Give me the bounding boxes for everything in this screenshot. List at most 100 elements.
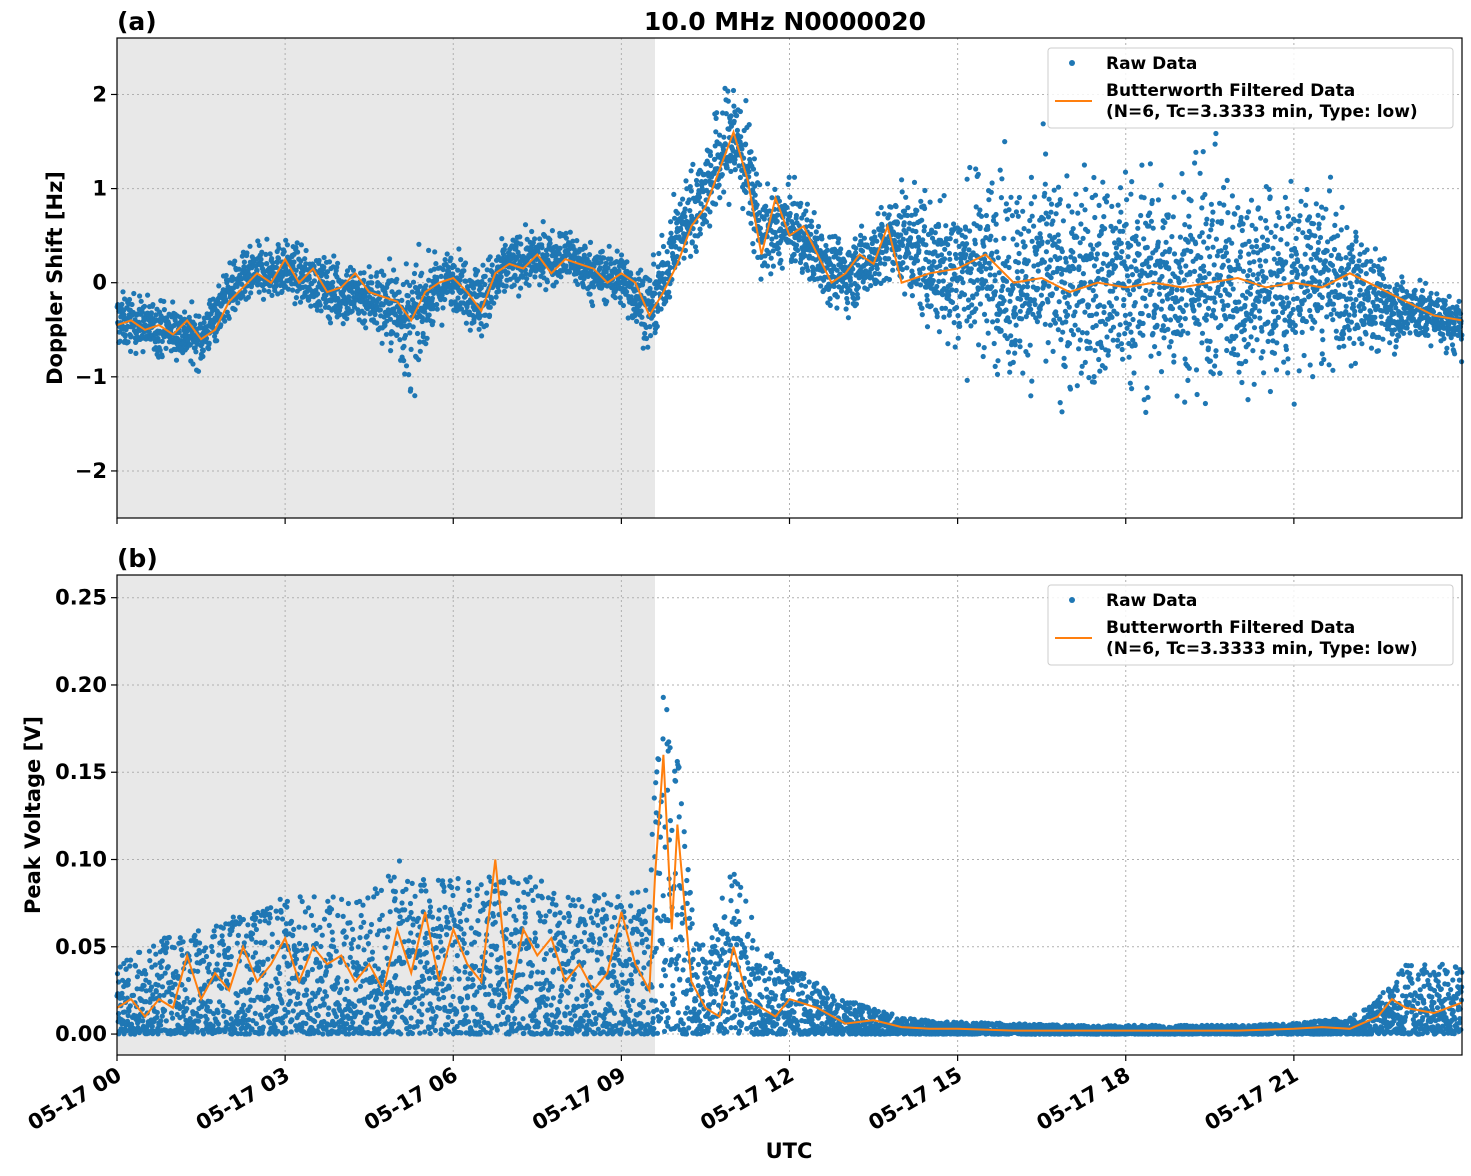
raw-data-point [836, 236, 841, 241]
raw-data-point [968, 323, 973, 328]
raw-data-point [659, 306, 664, 311]
raw-data-point [1223, 244, 1228, 249]
raw-data-point [368, 274, 373, 279]
raw-data-point [1245, 397, 1250, 402]
raw-data-point [1111, 325, 1116, 330]
raw-data-point [1260, 269, 1265, 274]
raw-data-point [1269, 230, 1274, 235]
raw-data-point [1307, 214, 1312, 219]
raw-data-point [133, 351, 138, 356]
raw-data-point [1189, 198, 1194, 203]
raw-data-point [754, 171, 759, 176]
raw-data-point [315, 291, 320, 296]
raw-data-point [1179, 171, 1184, 176]
raw-data-point [591, 284, 596, 289]
raw-data-point [1006, 255, 1011, 260]
raw-data-point [1001, 236, 1006, 241]
raw-data-point [201, 348, 206, 353]
raw-data-point [1263, 275, 1268, 280]
raw-data-point [954, 305, 959, 310]
raw-data-point [1259, 329, 1264, 334]
raw-data-point [1037, 314, 1042, 319]
raw-data-point [170, 299, 175, 304]
raw-data-point [1344, 304, 1349, 309]
raw-data-point [1097, 203, 1102, 208]
raw-data-point [942, 256, 947, 261]
raw-data-point [496, 289, 501, 294]
raw-data-point [671, 192, 676, 197]
raw-data-point [734, 113, 739, 118]
raw-data-point [330, 280, 335, 285]
raw-data-point [962, 292, 967, 297]
raw-data-point [1212, 300, 1217, 305]
raw-data-point [1093, 294, 1098, 299]
raw-data-point [1352, 309, 1357, 314]
raw-data-point [1131, 287, 1136, 292]
raw-data-point [731, 104, 736, 109]
raw-data-point [1013, 312, 1018, 317]
raw-data-point [1246, 252, 1251, 257]
raw-data-point [196, 369, 201, 374]
raw-data-point [659, 233, 664, 238]
raw-data-point [976, 172, 981, 177]
raw-data-point [1204, 312, 1209, 317]
raw-data-point [1041, 121, 1046, 126]
raw-data-point [1050, 218, 1055, 223]
raw-data-point [714, 116, 719, 121]
raw-data-point [1219, 219, 1224, 224]
raw-data-point [1171, 359, 1176, 364]
raw-data-point [1137, 252, 1142, 257]
raw-data-point [1177, 280, 1182, 285]
raw-data-point [158, 348, 163, 353]
raw-data-point [331, 253, 336, 258]
raw-data-point [988, 272, 993, 277]
raw-data-point [1133, 343, 1138, 348]
raw-data-point [934, 284, 939, 289]
raw-data-point [554, 280, 559, 285]
raw-data-point [1179, 270, 1184, 275]
raw-data-point [1087, 340, 1092, 345]
raw-data-point [1041, 216, 1046, 221]
raw-data-point [1256, 299, 1261, 304]
raw-data-point [161, 299, 166, 304]
raw-data-point [660, 271, 665, 276]
raw-data-point [1079, 371, 1084, 376]
raw-data-point [1155, 323, 1160, 328]
raw-data-point [505, 270, 510, 275]
raw-data-point [491, 301, 496, 306]
raw-data-point [1239, 380, 1244, 385]
raw-data-point [207, 341, 212, 346]
raw-data-point [1049, 202, 1054, 207]
raw-data-point [483, 274, 488, 279]
raw-data-point [298, 300, 303, 305]
raw-data-point [1371, 269, 1376, 274]
raw-data-point [1379, 266, 1384, 271]
raw-data-point [804, 217, 809, 222]
raw-data-point [1269, 330, 1274, 335]
raw-data-point [998, 168, 1003, 173]
raw-data-point [1260, 349, 1265, 354]
raw-data-point [1091, 288, 1096, 293]
raw-data-point [1025, 284, 1030, 289]
raw-data-point [416, 242, 421, 247]
raw-data-point [935, 314, 940, 319]
raw-data-point [1358, 269, 1363, 274]
raw-data-point [1232, 212, 1237, 217]
raw-data-point [1268, 194, 1273, 199]
raw-data-point [518, 241, 523, 246]
raw-data-point [1279, 295, 1284, 300]
raw-data-point [738, 134, 743, 139]
raw-data-point [1030, 214, 1035, 219]
raw-data-point [1243, 296, 1248, 301]
raw-data-point [1141, 321, 1146, 326]
raw-data-point [1072, 309, 1077, 314]
raw-data-point [1178, 235, 1183, 240]
raw-data-point [639, 315, 644, 320]
raw-data-point [1236, 370, 1241, 375]
raw-data-point [196, 314, 201, 319]
raw-data-point [1101, 310, 1106, 315]
raw-data-point [1308, 362, 1313, 367]
raw-data-point [675, 211, 680, 216]
raw-data-point [341, 321, 346, 326]
raw-data-point [317, 258, 322, 263]
